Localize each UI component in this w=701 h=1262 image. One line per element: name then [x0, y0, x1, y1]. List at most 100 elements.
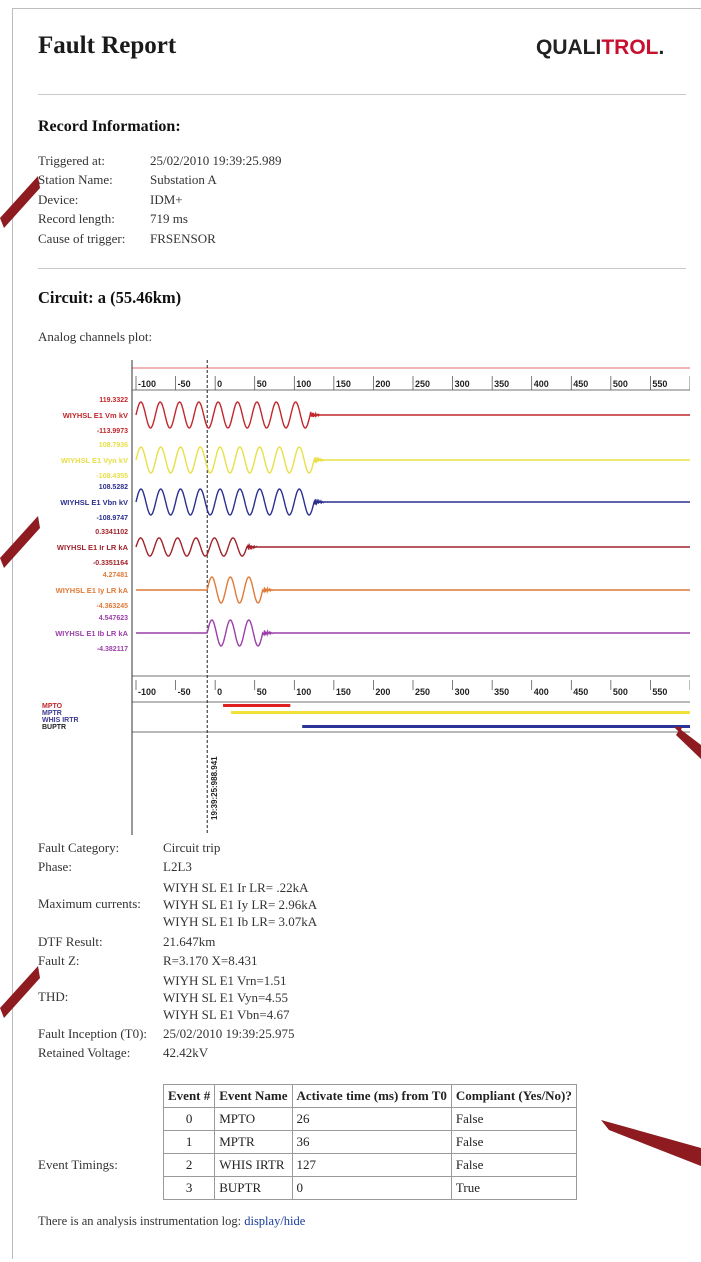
page-title: Fault Report: [38, 32, 177, 59]
record-row: Triggered at: 25/02/2010 19:39:25.989: [38, 153, 282, 168]
callout-arrow: [0, 966, 40, 1018]
channel-name-label: WIYHSL E1 Vbn kV: [60, 498, 128, 507]
digital-channel-bar: [302, 725, 690, 728]
x-tick-label: 100: [296, 687, 311, 697]
waveform-series: [135, 537, 690, 557]
t0-marker-label: 19:39:25:988.941: [210, 756, 219, 820]
divider: [38, 268, 686, 269]
table-row: 1 MPTR 36 False: [162, 1130, 577, 1154]
circuit-heading: Circuit: a (55.46km): [38, 288, 182, 307]
waveform-series: [135, 446, 690, 474]
retained-label: Retained Voltage:: [38, 1044, 131, 1060]
channel-max-label: 0.3341102: [95, 529, 128, 536]
waveform-series: [135, 488, 690, 516]
digital-channel-label: WHIS IRTR: [42, 717, 79, 724]
fault-z-value: R=3.170 X=8.431: [163, 952, 258, 968]
record-info: Triggered at: 25/02/2010 19:39:25.989 Sta…: [38, 151, 281, 248]
phase-label: Phase:: [38, 858, 72, 874]
record-row: Record length: 719 ms: [38, 211, 188, 227]
waveform-series: [135, 401, 690, 429]
callout-arrow: [0, 176, 40, 228]
record-row: Cause of trigger: FRSENSOR: [38, 230, 216, 246]
callout-arrow: [601, 1120, 701, 1166]
dtf-label: DTF Result:: [38, 933, 103, 949]
table-row: 0 MPTO 26 False: [162, 1107, 577, 1131]
x-tick-label: 150: [336, 379, 351, 389]
x-tick-label: -50: [178, 687, 191, 697]
x-tick-label: 350: [494, 687, 509, 697]
header-compliant: Compliant (Yes/No)?: [450, 1084, 577, 1108]
x-tick-label: -100: [138, 687, 156, 697]
display-hide-link[interactable]: display/hide: [244, 1214, 306, 1228]
digital-channel-bar: [230, 711, 690, 714]
x-tick-label: 50: [257, 379, 267, 389]
channel-max-label: 108.5282: [99, 484, 128, 491]
x-tick-label: -50: [178, 379, 191, 389]
x-tick-label: 550: [652, 687, 667, 697]
plot-label: Analog channels plot:: [38, 329, 153, 344]
channel-name-label: WIYHSL E1 Ib LR kA: [55, 629, 128, 638]
x-tick-label: 450: [573, 379, 588, 389]
channel-name-label: WIYHSL E1 Ir LR kA: [57, 543, 129, 552]
x-tick-label: 350: [494, 379, 509, 389]
x-tick-label: 250: [415, 379, 430, 389]
channel-max-label: 4.27481: [103, 572, 128, 579]
channel-name-label: WIYHSL E1 Vyn kV: [61, 456, 128, 465]
event-timings-label: Event Timings:: [38, 1157, 118, 1172]
x-tick-label: -100: [138, 379, 156, 389]
waveform-series: [136, 576, 690, 604]
x-tick-label: 300: [455, 379, 470, 389]
channel-max-label: 108.7936: [99, 442, 128, 449]
max-currents-value: WIYH SL E1 Ir LR= .22kA WIYH SL E1 Iy LR=…: [163, 879, 318, 929]
channel-name-label: WIYHSL E1 Iy LR kA: [56, 586, 129, 595]
waveform-series: [136, 619, 690, 647]
record-row: Station Name: Substation A: [38, 172, 217, 188]
digital-channel-label: MPTO: [42, 703, 63, 710]
channel-min-label: -108.4355: [96, 473, 128, 480]
fault-z-label: Fault Z:: [38, 952, 80, 968]
event-timings-table: Event # Event Name Activate time (ms) fr…: [162, 1084, 577, 1200]
x-tick-label: 50: [257, 687, 267, 697]
x-tick-label: 400: [534, 687, 549, 697]
channel-min-label: -0.3351164: [93, 560, 128, 567]
channel-min-label: -113.9973: [97, 428, 128, 435]
qualitrol-logo: QUALITROL.: [536, 36, 665, 59]
inception-value: 25/02/2010 19:39:25.975: [163, 1025, 295, 1041]
divider: [38, 94, 686, 95]
callout-arrow: [674, 727, 701, 759]
channel-min-label: -4.363245: [96, 603, 128, 610]
x-tick-label: 200: [375, 379, 390, 389]
table-header-row: Event # Event Name Activate time (ms) fr…: [162, 1084, 577, 1108]
channel-min-label: -108.9747: [96, 515, 128, 522]
fault-category-value: Circuit trip: [163, 839, 221, 855]
x-tick-label: 150: [336, 687, 351, 697]
inception-label: Fault Inception (T0):: [38, 1025, 148, 1041]
footer-log: There is an analysis instrumentation log…: [38, 1214, 306, 1228]
record-row: Device: IDM+: [38, 191, 183, 207]
x-tick-label: 0: [217, 379, 222, 389]
fault-details: Fault Category: Circuit trip Phase: L2L3 M…: [38, 838, 317, 1062]
x-tick-label: 500: [613, 687, 628, 697]
thd-label: THD:: [38, 989, 69, 1004]
x-tick-label: 550: [652, 379, 667, 389]
x-tick-label: 400: [534, 379, 549, 389]
analog-channels-chart: -100 -100 -50 -50 0 0 50 50 100 100 150 150 200 200 25…: [42, 360, 690, 835]
table-row: 2 WHIS IRTR 127 False: [162, 1153, 577, 1177]
thd-value: WIYH SL E1 Vrn=1.51 WIYH SL E1 Vyn=4.55 WI…: [163, 972, 290, 1022]
retained-value: 42.42kV: [163, 1044, 209, 1060]
x-tick-label: 300: [455, 687, 470, 697]
x-tick-label: 250: [415, 687, 430, 697]
channel-name-label: WIYHSL E1 Vm kV: [63, 411, 128, 420]
phase-value: L2L3: [163, 858, 192, 874]
digital-channel-bar: [223, 704, 291, 707]
x-tick-label: 100: [296, 379, 311, 389]
x-tick-label: 200: [375, 687, 390, 697]
x-tick-label: 450: [573, 687, 588, 697]
record-heading: Record Information:: [38, 118, 181, 135]
max-currents-label: Maximum currents:: [38, 896, 141, 911]
header-event-name: Event Name: [214, 1084, 293, 1108]
table-row: 3 BUPTR 0 True: [162, 1176, 577, 1200]
x-tick-label: 500: [613, 379, 628, 389]
digital-channel-label: MPTR: [42, 710, 62, 717]
dtf-value: 21.647km: [163, 933, 216, 949]
